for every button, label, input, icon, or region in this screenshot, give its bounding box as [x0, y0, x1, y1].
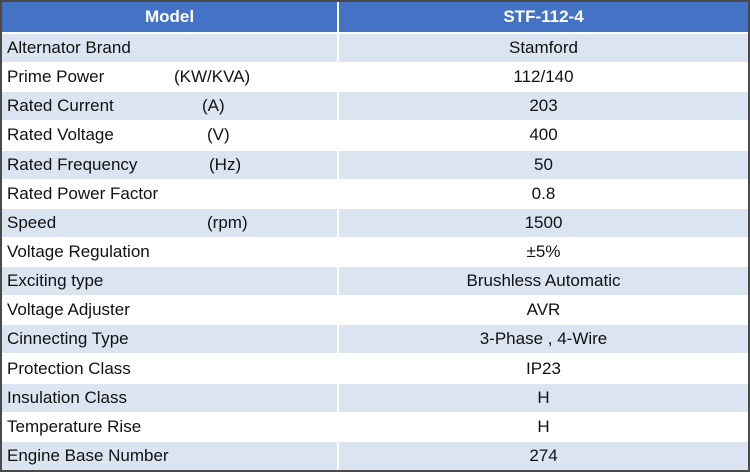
table-row: Rated Power Factor 0.8: [2, 178, 748, 208]
row-label: Voltage Adjuster: [7, 300, 130, 320]
table-row: Rated Frequency (Hz) 50: [2, 149, 748, 179]
value-cell: Brushless Automatic: [466, 271, 621, 291]
label-cell: Temperature Rise: [2, 412, 339, 441]
table-row: Speed (rpm) 1500: [2, 207, 748, 237]
value-cell: 1500: [524, 212, 563, 232]
label-cell: Cinnecting Type: [2, 325, 339, 354]
label-cell: Exciting type: [2, 267, 339, 296]
label-cell: Voltage Adjuster: [2, 296, 339, 325]
row-label: Rated Current: [7, 96, 114, 116]
header-row: Model STF-112-4: [2, 2, 748, 32]
header-cell: Model: [2, 2, 339, 32]
value-cell: 112/140: [513, 67, 574, 87]
row-unit: (rpm): [207, 212, 248, 232]
row-label: Rated Power Factor: [7, 183, 159, 203]
row-label: Rated Voltage: [7, 125, 114, 145]
row-unit: (Hz): [209, 154, 242, 174]
value-cell: ±5%: [526, 241, 561, 261]
label-cell: Protection Class: [2, 354, 339, 383]
row-label: Alternator Brand: [7, 38, 131, 58]
header-cell: STF-112-4: [503, 7, 584, 26]
label-cell: Rated Current (A): [2, 92, 339, 121]
value-cell: 203: [529, 96, 558, 116]
row-label: Exciting type: [7, 271, 104, 291]
table-row: Protection Class IP23: [2, 353, 748, 383]
table-row: Insulation Class H: [2, 382, 748, 412]
label-cell: Insulation Class: [2, 383, 339, 412]
row-unit: (KW/KVA): [174, 67, 251, 87]
table-row: Rated Voltage (V) 400: [2, 120, 748, 150]
row-label: Protection Class: [7, 358, 131, 378]
value-cell: 50: [534, 154, 553, 174]
value-cell: AVR: [526, 300, 561, 320]
row-label: Insulation Class: [7, 387, 128, 407]
value-cell: 274: [529, 445, 558, 465]
label-cell: Voltage Regulation: [2, 237, 339, 267]
label-cell: Prime Power (KW/KVA): [2, 63, 339, 92]
row-unit: (V): [207, 125, 230, 145]
label-cell: Rated Frequency (Hz): [2, 150, 339, 179]
row-label: Temperature Rise: [7, 416, 142, 436]
value-cell: 3-Phase , 4-Wire: [479, 329, 608, 349]
value-cell: 400: [529, 125, 558, 145]
table-row: Voltage Regulation ±5%: [2, 236, 748, 267]
row-label: Speed: [7, 212, 57, 232]
label-cell: Rated Voltage (V): [2, 121, 339, 150]
table-row: Prime Power (KW/KVA) 112/140: [2, 62, 748, 92]
label-cell: Speed (rpm): [2, 208, 339, 237]
table-row: Alternator Brand Stamford: [2, 33, 748, 63]
table-row: Cinnecting Type 3-Phase , 4-Wire: [2, 324, 748, 354]
value-cell: Stamford: [509, 38, 578, 58]
row-label: Cinnecting Type: [7, 329, 129, 349]
label-cell: Rated Power Factor: [2, 179, 339, 208]
table-row: Voltage Adjuster AVR: [2, 295, 748, 325]
row-label: Prime Power: [7, 67, 105, 87]
value-cell: IP23: [526, 358, 561, 378]
table-row: Engine Base Number 274: [2, 440, 748, 470]
label-cell: Alternator Brand: [2, 34, 339, 63]
row-label: Engine Base Number: [7, 445, 169, 465]
label-cell: Engine Base Number: [2, 441, 339, 470]
row-label: Voltage Regulation: [7, 241, 150, 261]
table-row: Temperature Rise H: [2, 411, 748, 441]
value-cell: H: [537, 387, 550, 407]
table-row: Rated Current (A) 203: [2, 91, 748, 121]
value-cell: 0.8: [531, 183, 556, 203]
table-row: Exciting type Brushless Automatic: [2, 266, 748, 296]
row-unit: (A): [202, 96, 225, 116]
row-label: Rated Frequency: [7, 154, 138, 174]
value-cell: H: [537, 416, 550, 436]
